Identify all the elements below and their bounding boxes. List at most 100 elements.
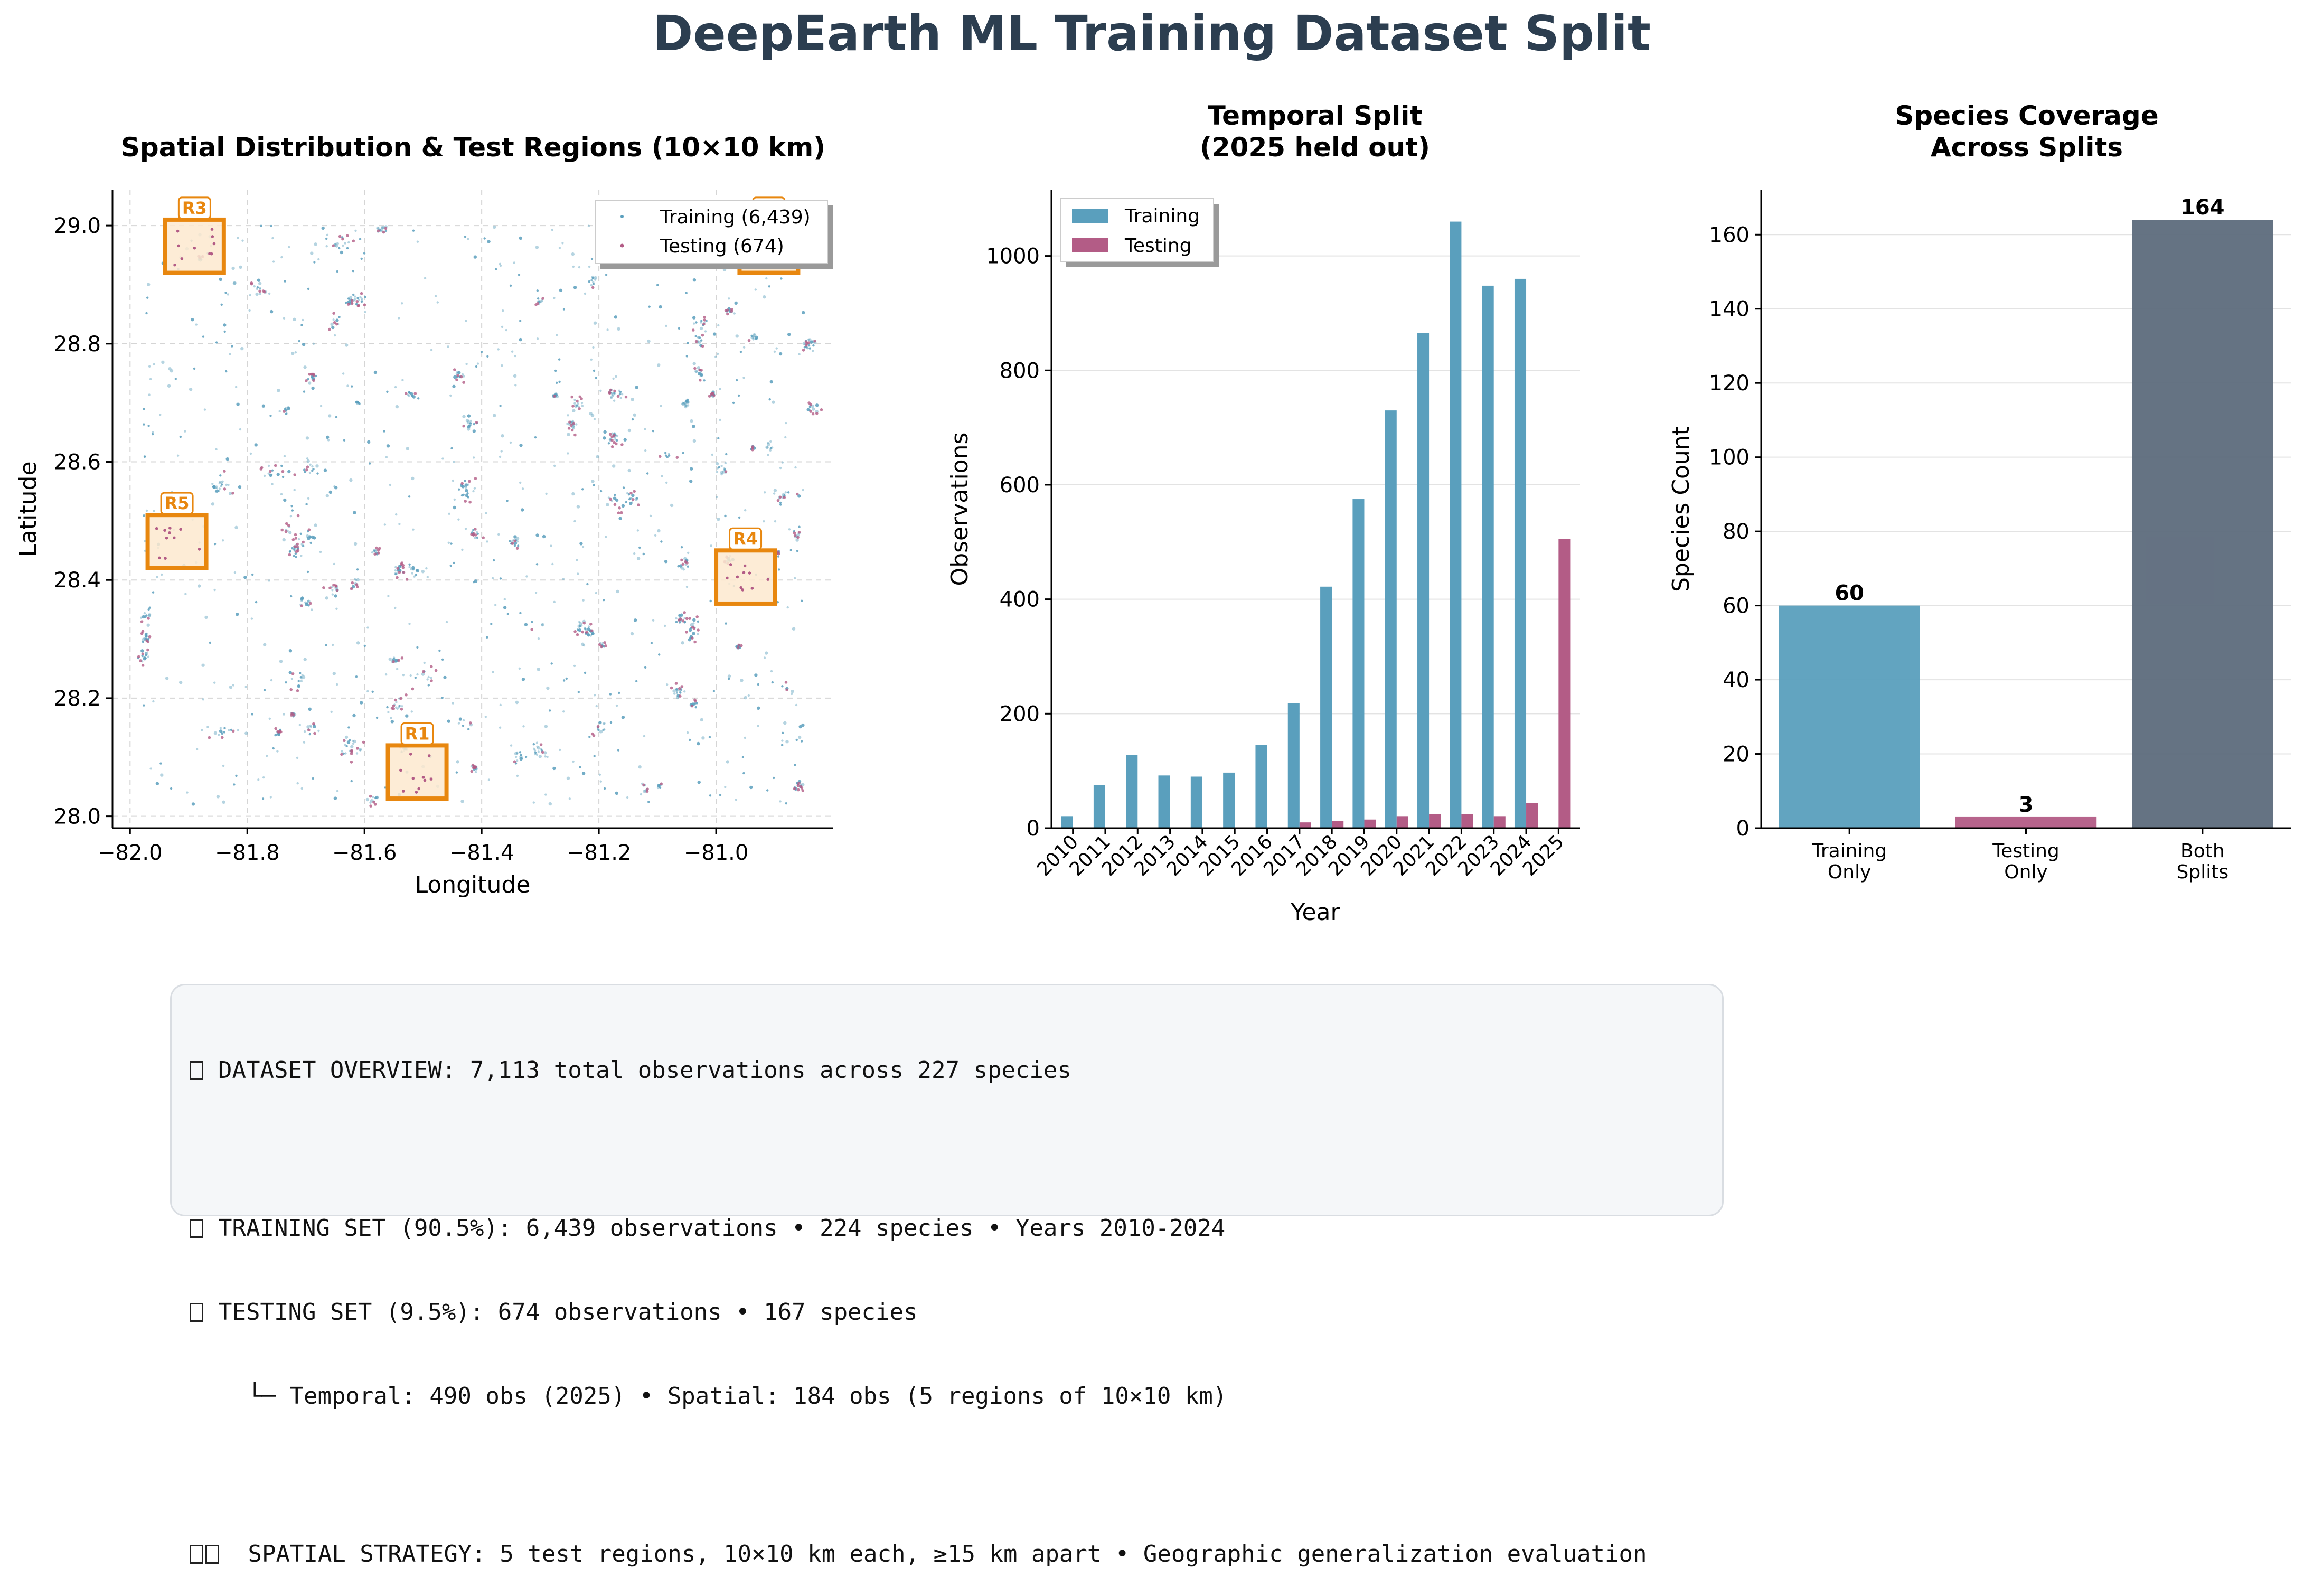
training-point <box>267 472 270 475</box>
training-point <box>221 480 224 483</box>
training-point <box>295 556 297 559</box>
testing-point <box>807 401 811 405</box>
testing-point <box>347 303 350 306</box>
testing-point <box>294 533 297 537</box>
training-point <box>473 423 475 426</box>
training-point <box>635 497 638 500</box>
training-point <box>519 337 522 342</box>
training-point <box>215 489 219 493</box>
training-point <box>412 528 415 531</box>
training-point <box>631 398 634 401</box>
testing-point <box>800 785 803 788</box>
training-point <box>607 442 610 445</box>
training-point <box>331 586 334 588</box>
training-point <box>490 623 493 625</box>
training-point <box>143 423 145 426</box>
training-point <box>636 529 640 532</box>
training-point <box>553 600 556 604</box>
training-point <box>170 369 174 373</box>
training-point <box>202 698 204 701</box>
region-testing-point <box>427 754 431 757</box>
training-point <box>798 735 802 739</box>
training-point <box>313 261 316 264</box>
testing-point <box>302 540 305 544</box>
training-point <box>147 613 152 617</box>
training-point <box>697 780 701 784</box>
training-point <box>354 229 357 232</box>
training-point <box>143 657 147 661</box>
training-point <box>371 551 374 554</box>
training-point <box>779 503 782 506</box>
training-point <box>683 402 685 405</box>
training-point <box>566 423 569 425</box>
training-point <box>501 325 504 328</box>
training-point <box>325 494 329 498</box>
training-point <box>350 745 354 749</box>
training-point <box>146 623 150 627</box>
summary-strategy-line: SPATIAL STRATEGY: 5 test regions, 10×10 … <box>190 1540 1704 1568</box>
training-point <box>763 656 766 659</box>
training-point <box>610 397 613 399</box>
testing-point <box>356 747 359 750</box>
testing-point <box>351 581 354 585</box>
training-point <box>535 741 539 744</box>
training-point <box>516 752 519 755</box>
training-point <box>590 278 594 281</box>
map-x-tick-label: −82.0 <box>98 841 163 865</box>
training-point <box>352 270 354 273</box>
legend-testing-swatch <box>1072 238 1108 252</box>
training-point <box>680 566 684 570</box>
training-point <box>618 389 620 392</box>
training-point <box>300 787 303 790</box>
summary-testing-detail: └─ Temporal: 490 obs (2025) • Spatial: 1… <box>248 1383 1227 1410</box>
training-point <box>611 392 615 397</box>
testing-point <box>312 372 315 376</box>
training-point <box>581 546 585 548</box>
testing-point <box>280 528 284 532</box>
training-point <box>584 292 587 295</box>
training-point <box>342 372 345 375</box>
training-point <box>588 265 591 268</box>
training-point <box>695 702 698 705</box>
training-point <box>537 300 540 303</box>
testing-point <box>341 237 344 241</box>
training-point <box>728 297 730 300</box>
training-point <box>291 547 294 550</box>
testing-point <box>515 547 519 550</box>
training-point <box>506 613 509 615</box>
training-point <box>581 488 584 491</box>
training-point <box>686 731 689 734</box>
training-point <box>628 497 631 501</box>
training-point <box>781 739 784 742</box>
training-point <box>303 390 306 393</box>
training-point <box>615 704 618 707</box>
testing-point <box>737 643 741 647</box>
training-point <box>325 644 327 647</box>
training-point <box>350 780 353 783</box>
temporal-y-label: Observations <box>946 433 973 586</box>
training-point <box>594 694 596 697</box>
training-point <box>244 731 248 735</box>
training-point <box>697 620 700 623</box>
training-point <box>589 412 593 416</box>
training-point <box>791 690 794 693</box>
testing-point <box>793 531 796 534</box>
training-point <box>195 323 198 326</box>
training-point <box>611 392 614 395</box>
training-point <box>465 486 467 489</box>
training-point <box>687 398 689 401</box>
training-point <box>236 613 239 616</box>
species-bar <box>2132 220 2273 828</box>
training-point <box>472 490 475 493</box>
training-point <box>361 299 363 302</box>
training-point <box>306 603 309 605</box>
training-point <box>692 439 697 443</box>
training-point <box>519 481 522 484</box>
testing-point <box>724 470 728 473</box>
training-point <box>221 483 223 486</box>
training-point <box>567 414 569 417</box>
testing-point <box>139 659 142 662</box>
training-point <box>755 335 758 339</box>
training-point <box>550 662 553 665</box>
training-point <box>327 439 330 442</box>
